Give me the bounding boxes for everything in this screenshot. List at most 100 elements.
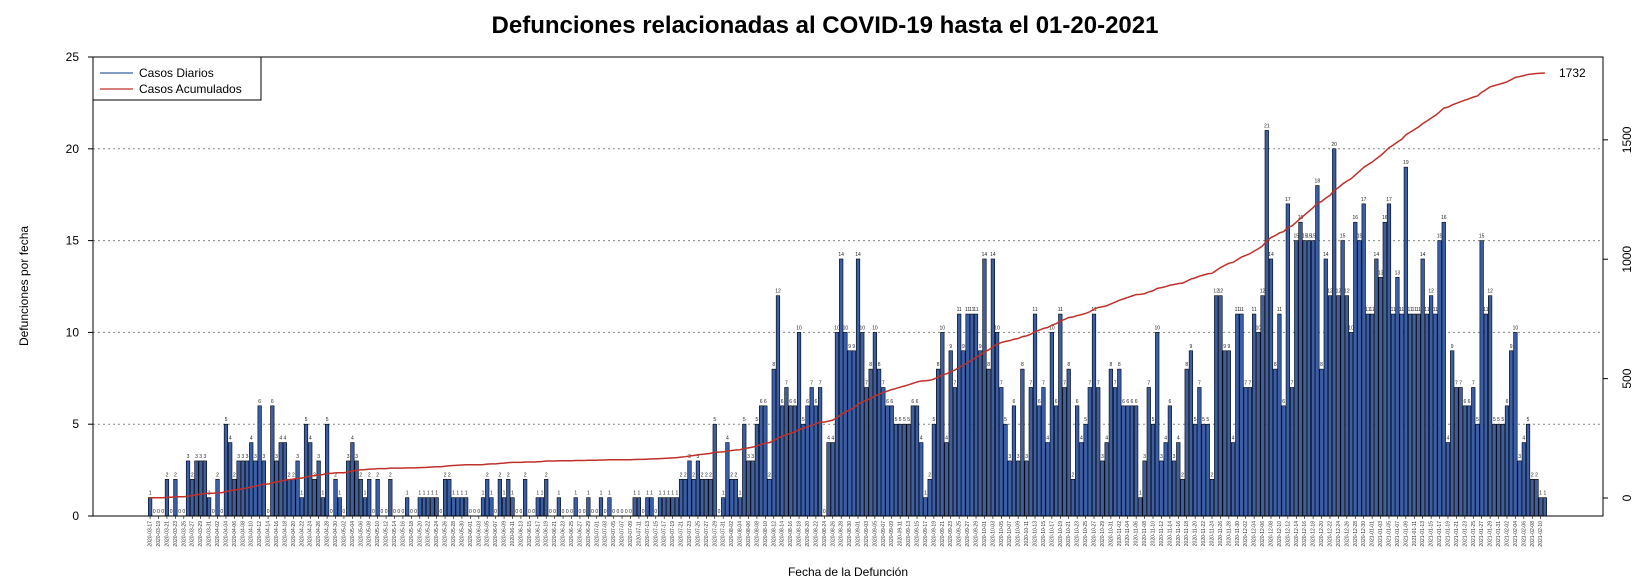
x-tick-label: 2020-05-04 [350,521,356,547]
x-tick-label: 2020-10-27 [1092,521,1098,547]
x-tick-label: 2021-01-07 [1395,521,1401,547]
bar-value-label: 3 [1101,454,1104,460]
bar [813,405,818,517]
x-tick-label: 2020-05-24 [434,521,440,547]
bar [202,460,207,517]
bar-value-label: 10 [1513,325,1519,331]
bar-value-label: 2 [288,472,291,478]
bar-value-label: 6 [1463,399,1466,405]
legend-label-daily: Casos Diarios [139,66,214,80]
bar-value-label: 0 [267,509,270,515]
x-tick-label: 2020-03-19 [156,521,162,547]
bar-value-label: 6 [1135,399,1138,405]
bar [780,405,785,517]
bar [497,478,502,517]
bar [1412,313,1417,517]
bar [1386,203,1392,517]
bar-value-label: 2 [545,472,548,478]
bar-value-label: 15 [1437,234,1443,240]
bar [1235,313,1240,517]
bar-value-label: 1 [465,491,468,497]
bar [1091,313,1097,517]
bar [451,497,456,517]
bar [1327,295,1333,517]
legend: Casos Diarios Casos Acumulados [92,56,262,101]
bar-value-label: 9 [1190,344,1193,350]
bar-value-label: 6 [815,399,818,405]
x-tick-label: 2020-12-06 [1260,521,1266,547]
bar [1357,240,1362,517]
bar-value-label: 3 [237,454,240,460]
bar [405,497,410,517]
x-tick-label: 2020-11-30 [1235,521,1241,546]
bar [839,258,844,517]
bar [1471,387,1476,517]
bar [986,368,991,517]
bar [1150,423,1156,517]
bar [1184,368,1189,517]
bar-value-label: 2 [507,472,510,478]
bar-value-label: 10 [859,325,865,331]
x-tick-label: 2020-12-26 [1344,521,1350,547]
bar [1193,423,1198,517]
bar-value-label: 2 [734,472,737,478]
bar-value-label: 1 [1543,491,1546,497]
bar-value-label: 5 [743,417,746,423]
bar-value-label: 6 [886,399,889,405]
bar [885,405,890,517]
bar [1332,148,1337,517]
x-tick-label: 2020-08-20 [805,521,811,547]
bar-value-label: 6 [1126,399,1129,405]
x-tick-label: 2020-10-11 [1024,521,1030,546]
x-tick-label: 2021-01-01 [1370,521,1376,547]
bar [320,497,325,517]
bar-value-label: 1 [1539,491,1542,497]
bar-value-label: 8 [869,362,872,368]
x-tick-label: 2021-01-21 [1454,521,1460,547]
bar-value-label: 0 [549,509,552,515]
x-tick-label: 2020-09-03 [864,521,870,547]
bar-value-label: 1 [608,491,611,497]
bar-value-label: 1 [722,491,725,497]
bar-value-label: 16 [1382,215,1388,221]
bar [1176,442,1181,517]
bar-value-label: 1 [667,491,670,497]
x-tick-label: 2020-12-24 [1336,521,1342,547]
bar [333,478,338,517]
bar [1513,332,1518,517]
bar-value-label: 14 [1420,252,1426,258]
bar-value-label: 1 [435,491,438,497]
x-tick-label: 2020-10-19 [1058,521,1064,547]
bar-value-label: 14 [838,252,844,258]
bar [1483,313,1488,517]
x-tick-label: 2020-07-25 [695,521,701,547]
bar [742,423,747,517]
bar-value-label: 10 [994,325,1000,331]
bar-value-label: 5 [1202,417,1205,423]
x-tick-label: 2020-03-31 [207,521,213,547]
bar-value-label: 1 [924,491,927,497]
bar-value-label: 0 [182,509,185,515]
bar-value-label: 11 [969,307,974,313]
bar-value-label: 8 [878,362,881,368]
x-tick-label: 2020-10-25 [1083,521,1089,547]
bar-value-label: 3 [697,454,700,460]
bar [1264,130,1269,517]
bar-value-label: 5 [895,417,898,423]
bar [843,332,848,517]
bar-value-label: 3 [747,454,750,460]
bar-value-label: 1 [503,491,506,497]
x-tick-label: 2020-07-15 [653,521,659,547]
bar [1277,313,1282,517]
x-tick-label: 2020-11-12 [1159,521,1165,546]
bar [1530,478,1535,517]
bar-value-label: 14 [855,252,861,258]
bar [1083,423,1088,517]
bar-value-label: 11 [1277,307,1282,313]
bar-value-label: 2 [701,472,704,478]
bar-value-label: 5 [1493,417,1496,423]
bar [1399,313,1404,517]
bar [1336,295,1341,517]
bar [864,387,869,517]
x-tick-label: 2020-11-16 [1176,521,1182,546]
